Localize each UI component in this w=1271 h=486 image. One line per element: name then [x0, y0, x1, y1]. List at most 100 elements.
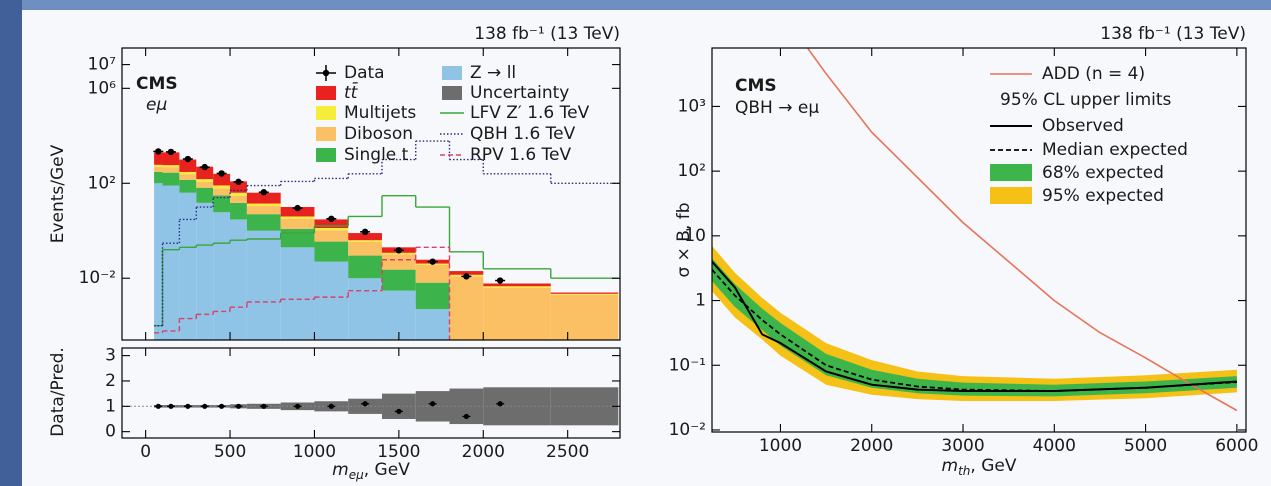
y-tick-label: 10⁻²	[79, 268, 116, 288]
y-tick-label: 10	[684, 226, 706, 246]
x-label-unit: , GeV	[364, 460, 410, 480]
stack-segment	[230, 195, 247, 203]
data-point	[429, 258, 436, 265]
y-tick-label: 2	[105, 371, 116, 391]
stack-segment	[179, 159, 197, 172]
x-axis-label: mth, GeV	[942, 456, 1017, 478]
stack-segment	[196, 179, 214, 182]
stack-segment	[483, 287, 551, 340]
stack-segment	[162, 165, 180, 168]
y-tick-label: 10⁻²	[669, 420, 706, 440]
stack-segment	[280, 216, 315, 219]
y-tick-label: 10⁶	[88, 78, 117, 98]
legend-swatch	[990, 187, 1032, 204]
ratio-point	[219, 403, 225, 409]
ratio-point	[185, 403, 191, 409]
data-point	[496, 277, 504, 284]
stack-segment	[348, 278, 382, 340]
x-axis-label: meμ, GeV	[332, 460, 410, 482]
x-tick-label: 6000	[1215, 436, 1258, 456]
stack-segment	[280, 247, 315, 340]
data-point	[184, 155, 192, 163]
signal-riser	[161, 195, 552, 326]
legend-label: tt̄	[344, 81, 359, 103]
legend-swatch	[442, 66, 462, 80]
stack-segment	[415, 309, 450, 340]
x-tick-label: 1500	[377, 442, 420, 462]
stack-segment	[415, 282, 450, 310]
legend-label: Observed	[1042, 116, 1124, 136]
legend-swatch	[990, 164, 1032, 181]
stack-segment	[314, 230, 349, 242]
stack-segment	[179, 179, 197, 193]
legend-swatch	[316, 127, 336, 141]
legend-marker	[322, 69, 330, 77]
plot-area	[122, 387, 620, 426]
data-point	[235, 178, 242, 186]
stack-segment	[230, 192, 247, 196]
stack-segment	[449, 276, 484, 340]
data-point	[361, 228, 369, 236]
stack-segment	[550, 292, 619, 294]
stack-segment	[280, 228, 315, 248]
data-point	[463, 273, 470, 280]
process-label: QBH → eμ	[735, 98, 819, 118]
y-tick-label: 10⁷	[88, 55, 117, 75]
energy-label: 138 fb⁻¹ (13 TeV)	[1100, 24, 1246, 44]
stack-segment	[381, 269, 416, 291]
legend-label: LFV Z′ 1.6 TeV	[470, 103, 590, 123]
ratio-point	[430, 401, 436, 407]
data-point	[155, 148, 162, 155]
stack-segment	[196, 166, 214, 180]
stack-segment	[314, 219, 349, 229]
limit-band	[712, 258, 1237, 397]
stack-segment	[196, 202, 214, 340]
experiment-label: CMS	[735, 76, 777, 96]
y-tick-label: 10²	[678, 161, 706, 181]
limit-band	[712, 245, 1237, 401]
x-tick-label: 500	[214, 442, 246, 462]
stack-segment	[179, 192, 197, 340]
legend-label: ADD (n = 4)	[1042, 64, 1145, 84]
x-label-unit: , GeV	[970, 456, 1016, 476]
stack-segment	[154, 152, 163, 165]
stack-segment	[348, 241, 382, 256]
plot-area	[712, 48, 1238, 412]
stack-segment	[246, 214, 281, 231]
stack-segment	[280, 218, 315, 229]
stack-segment	[213, 195, 231, 213]
ratio-point	[155, 403, 161, 409]
x-tick-label: 4000	[1033, 436, 1076, 456]
stack-segment	[415, 264, 450, 283]
x-tick-label: 1000	[759, 436, 802, 456]
legend-label: Z → ll	[470, 63, 516, 83]
legend-label: Single t	[344, 145, 409, 165]
top-strip	[0, 0, 1271, 10]
x-tick-label: 1000	[293, 442, 336, 462]
x-tick-label: 0	[140, 442, 151, 462]
stack-segment	[280, 207, 315, 217]
data-point	[328, 215, 335, 222]
side-bar	[0, 0, 22, 486]
legend-label: Multijets	[344, 103, 416, 123]
y-tick-label: 1	[105, 396, 116, 416]
data-point	[167, 148, 175, 156]
data-point	[294, 204, 301, 212]
theory-line	[807, 48, 1238, 412]
signal-riser	[161, 247, 451, 340]
stack-segment	[381, 290, 416, 340]
y-axis-label: σ × B, fb	[674, 202, 694, 277]
data-point	[201, 163, 208, 171]
stack-segment	[314, 241, 349, 262]
x-tick-label: 2000	[462, 442, 505, 462]
stack-segment	[179, 171, 197, 175]
x-tick-label: 5000	[1124, 436, 1167, 456]
stack-segment	[162, 152, 180, 166]
ratio-point	[261, 403, 267, 409]
y-tick-label: 1	[695, 291, 706, 311]
stack-segment	[483, 283, 551, 287]
stack-segment	[154, 171, 163, 184]
uncertainty-band	[483, 387, 551, 426]
experiment-label: CMS	[136, 74, 178, 94]
y-tick-label: 10³	[678, 96, 706, 116]
